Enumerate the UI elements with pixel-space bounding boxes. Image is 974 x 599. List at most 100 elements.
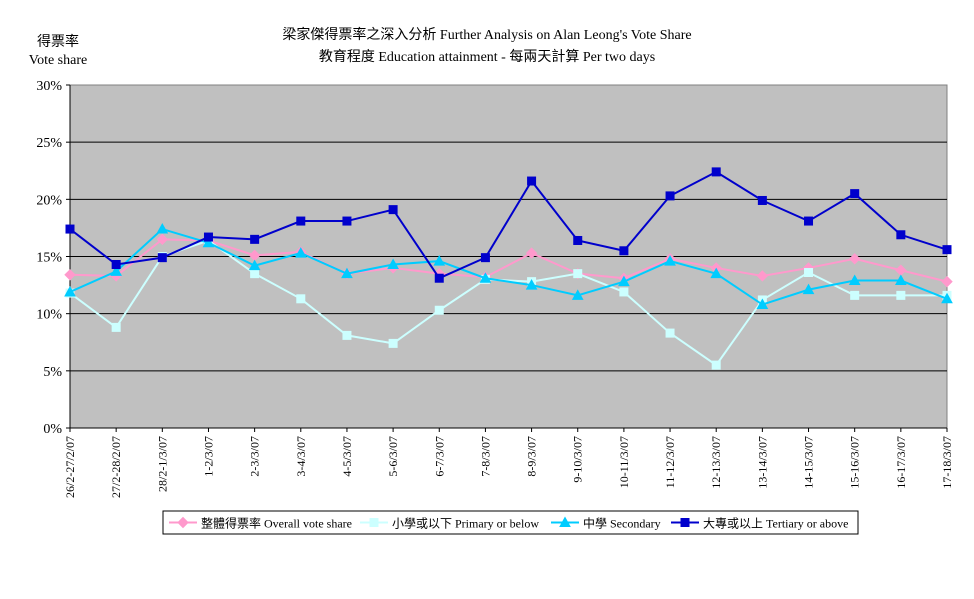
chart-title-line2: 教育程度 Education attainment - 每兩天計算 Per tw…: [318, 50, 656, 65]
chart-title-line1: 梁家傑得票率之深入分析 Further Analysis on Alan Leo…: [282, 28, 692, 43]
x-tick-label: 16-17/3/07: [894, 436, 908, 489]
data-point-diamond: [64, 269, 76, 281]
data-point-square: [619, 287, 629, 297]
data-point-triangle: [894, 274, 907, 286]
legend: 整體得票率 Overall vote share 小學或以下 Primary or…: [162, 510, 859, 535]
data-point-square: [757, 195, 767, 205]
y-tick-label: 30%: [36, 79, 62, 94]
x-tick-label: 6-7/3/07: [432, 436, 446, 477]
y-tick-labels: 0% 5% 10% 15% 20% 25% 30%: [36, 79, 62, 437]
y-axis-label-english: Vote share: [28, 53, 88, 68]
x-tick-labels: 26/2-27/2/07 27/2-28/2/07 28/2-1/3/07 1-2/3…: [63, 436, 954, 498]
data-point-square: [573, 235, 583, 245]
data-point-square: [896, 290, 906, 300]
data-point-square: [480, 253, 490, 263]
y-axis-label-chinese: 得票率: [37, 35, 79, 50]
x-tick-label: 7-8/3/07: [478, 436, 492, 477]
x-tick-label: 28/2-1/3/07: [155, 436, 169, 492]
y-tick-label: 5%: [43, 365, 62, 380]
data-point-square: [619, 246, 629, 256]
data-point-square: [388, 338, 398, 348]
data-point-triangle: [941, 292, 953, 304]
data-point-triangle: [341, 267, 353, 279]
data-point-square: [250, 269, 260, 279]
data-point-square: [342, 330, 352, 340]
data-point-triangle: [664, 255, 676, 266]
x-tick-label: 2-3/3/07: [248, 436, 262, 477]
data-point-square: [203, 232, 213, 242]
x-tick-label: 9-10/3/07: [571, 436, 585, 483]
data-point-triangle: [248, 259, 261, 271]
data-point-square: [804, 216, 814, 226]
data-point-square: [157, 253, 167, 263]
data-point-square: [111, 322, 121, 332]
data-point-square: [527, 176, 537, 186]
data-series: [64, 167, 953, 370]
data-point-square: [896, 230, 906, 240]
data-point-diamond: [848, 253, 861, 265]
data-point-square: [573, 269, 583, 279]
data-point-triangle: [756, 298, 769, 310]
gridlines: [70, 141, 947, 372]
data-point-square: [680, 518, 690, 527]
y-tick-label: 0%: [43, 422, 62, 437]
legend-label: 中學 Secondary: [583, 516, 661, 531]
data-point-diamond: [156, 233, 169, 246]
series-3: [64, 223, 953, 310]
data-point-triangle: [618, 275, 630, 287]
data-point-diamond: [525, 247, 538, 259]
legend-label: 小學或以下 Primary or below: [392, 517, 539, 531]
x-tick-label: 15-16/3/07: [848, 436, 862, 489]
data-point-triangle: [802, 283, 815, 295]
y-tick-label: 20%: [36, 193, 62, 208]
data-point-triangle: [559, 516, 571, 527]
data-point-triangle: [571, 289, 584, 300]
data-point-triangle: [156, 223, 169, 234]
data-point-square: [434, 273, 444, 283]
data-point-square: [665, 191, 675, 201]
data-point-square: [111, 260, 121, 270]
data-point-diamond: [177, 516, 189, 529]
data-point-square: [850, 189, 860, 199]
data-point-triangle: [387, 258, 399, 270]
axes: [66, 84, 948, 432]
x-tick-label: 14-15/3/07: [802, 436, 816, 489]
data-point-square: [388, 205, 398, 215]
series-4: [65, 167, 952, 283]
x-tick-label: 17-18/3/07: [940, 436, 954, 489]
data-point-square: [711, 167, 721, 177]
x-tick-label: 13-14/3/07: [755, 436, 769, 489]
x-tick-label: 4-5/3/07: [340, 436, 354, 477]
data-point-square: [665, 328, 675, 338]
series-line: [69, 170, 948, 280]
data-point-square: [804, 268, 814, 278]
x-tick-label: 12-13/3/07: [709, 436, 723, 489]
data-point-diamond: [941, 275, 953, 288]
data-point-triangle: [525, 279, 538, 290]
data-point-diamond: [756, 270, 769, 282]
y-tick-label: 10%: [36, 308, 62, 323]
legend-label: 大專或以上 Tertiary or above: [703, 517, 848, 531]
data-point-triangle: [64, 285, 76, 297]
x-tick-label: 10-11/3/07: [617, 436, 631, 488]
data-point-triangle: [202, 236, 215, 248]
data-point-triangle: [110, 265, 123, 276]
x-tick-label: 1-2/3/07: [201, 436, 215, 477]
series-line: [69, 238, 948, 283]
legend-box: [162, 510, 859, 535]
x-tick-label: 8-9/3/07: [525, 436, 539, 477]
x-tick-label: 26/2-27/2/07: [63, 436, 77, 498]
x-tick-label: 3-4/3/07: [294, 436, 308, 477]
data-point-square: [711, 360, 721, 370]
data-point-square: [369, 518, 379, 527]
y-tick-label: 25%: [36, 136, 62, 151]
x-tick-label: 5-6/3/07: [386, 436, 400, 477]
data-point-square: [342, 216, 352, 226]
data-point-square: [942, 245, 952, 255]
data-point-square: [296, 294, 306, 304]
data-point-triangle: [433, 255, 446, 266]
data-point-triangle: [710, 267, 723, 279]
data-point-square: [65, 224, 75, 234]
x-tick-label: 27/2-28/2/07: [109, 436, 123, 498]
